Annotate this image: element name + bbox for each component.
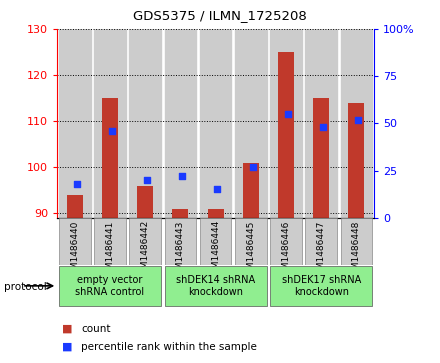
Text: GSM1486445: GSM1486445 bbox=[246, 220, 255, 281]
Text: ■: ■ bbox=[62, 323, 72, 334]
Bar bbox=[172, 209, 188, 218]
Point bbox=[319, 124, 326, 130]
Text: GSM1486448: GSM1486448 bbox=[352, 220, 361, 281]
Bar bbox=[313, 98, 329, 218]
Point bbox=[355, 117, 362, 123]
FancyBboxPatch shape bbox=[59, 218, 91, 265]
Bar bbox=[270, 29, 302, 218]
Point bbox=[108, 128, 115, 134]
Point bbox=[179, 174, 186, 179]
Text: GSM1486442: GSM1486442 bbox=[141, 220, 150, 280]
FancyBboxPatch shape bbox=[270, 266, 372, 306]
Point bbox=[284, 111, 291, 117]
Bar bbox=[305, 29, 337, 218]
FancyBboxPatch shape bbox=[200, 218, 231, 265]
Point bbox=[73, 181, 80, 187]
Text: percentile rank within the sample: percentile rank within the sample bbox=[81, 342, 257, 352]
Bar bbox=[94, 29, 126, 218]
FancyBboxPatch shape bbox=[165, 218, 196, 265]
Text: GSM1486440: GSM1486440 bbox=[70, 220, 79, 281]
FancyBboxPatch shape bbox=[235, 218, 267, 265]
FancyBboxPatch shape bbox=[129, 218, 161, 265]
Text: GSM1486444: GSM1486444 bbox=[211, 220, 220, 280]
Bar bbox=[129, 29, 161, 218]
Bar bbox=[348, 103, 364, 218]
FancyBboxPatch shape bbox=[59, 266, 161, 306]
Point bbox=[143, 177, 150, 183]
Text: GSM1486441: GSM1486441 bbox=[106, 220, 114, 281]
Bar bbox=[243, 163, 259, 218]
Text: shDEK17 shRNA
knockdown: shDEK17 shRNA knockdown bbox=[282, 275, 361, 297]
Bar bbox=[59, 29, 91, 218]
FancyBboxPatch shape bbox=[165, 266, 267, 306]
Bar bbox=[137, 185, 153, 218]
Text: ■: ■ bbox=[62, 342, 72, 352]
Text: count: count bbox=[81, 323, 111, 334]
Bar bbox=[341, 29, 372, 218]
Point bbox=[214, 187, 221, 192]
Text: shDEK14 shRNA
knockdown: shDEK14 shRNA knockdown bbox=[176, 275, 255, 297]
FancyBboxPatch shape bbox=[270, 218, 302, 265]
Bar bbox=[235, 29, 267, 218]
Bar bbox=[278, 52, 294, 218]
Text: GSM1486447: GSM1486447 bbox=[317, 220, 326, 281]
Bar bbox=[67, 195, 83, 218]
Text: GSM1486446: GSM1486446 bbox=[282, 220, 290, 281]
Text: protocol: protocol bbox=[4, 282, 47, 292]
FancyBboxPatch shape bbox=[305, 218, 337, 265]
Text: empty vector
shRNA control: empty vector shRNA control bbox=[75, 275, 145, 297]
Point bbox=[249, 164, 256, 170]
FancyBboxPatch shape bbox=[94, 218, 126, 265]
Bar bbox=[102, 98, 118, 218]
Bar bbox=[200, 29, 231, 218]
FancyBboxPatch shape bbox=[341, 218, 372, 265]
Bar bbox=[208, 209, 224, 218]
Bar bbox=[165, 29, 196, 218]
Text: GDS5375 / ILMN_1725208: GDS5375 / ILMN_1725208 bbox=[133, 9, 307, 22]
Text: GSM1486443: GSM1486443 bbox=[176, 220, 185, 281]
